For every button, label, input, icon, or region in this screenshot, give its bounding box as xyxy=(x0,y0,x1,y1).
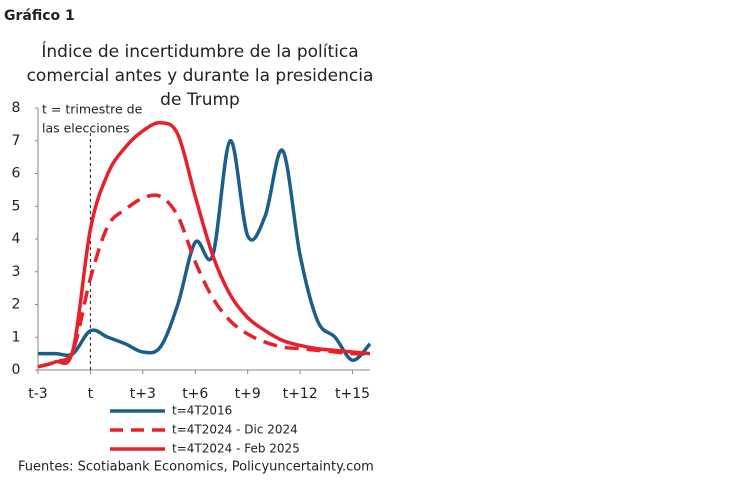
legend-label: t=4T2024 - Dic 2024 xyxy=(172,423,298,437)
y-tick-label: 2 xyxy=(12,297,21,313)
figure-label: Gráfico 1 xyxy=(4,8,75,24)
y-tick-label: 8 xyxy=(12,100,21,116)
source: Fuentes: Scotiabank Economics, Policyunc… xyxy=(18,460,374,475)
series-line xyxy=(37,120,371,369)
y-tick-label: 4 xyxy=(12,231,21,247)
y-tick-label: 5 xyxy=(12,198,21,214)
chart-title: Índice de incertidumbre de la política xyxy=(41,40,358,62)
x-tick-label: t+12 xyxy=(283,386,318,402)
x-tick-label: t+6 xyxy=(182,386,208,402)
y-tick-label: 1 xyxy=(12,329,21,345)
x-tick-label: t+15 xyxy=(335,386,370,402)
x-tick-label: t+9 xyxy=(235,386,261,402)
y-tick-label: 6 xyxy=(12,166,21,182)
x-tick-label: t-3 xyxy=(28,386,47,402)
legend-label: t=4T2024 - Feb 2025 xyxy=(172,442,300,456)
legend-label: t=4T2016 xyxy=(172,404,232,418)
x-tick-label: t xyxy=(88,386,94,402)
annotation: las elecciones xyxy=(42,121,129,136)
y-tick-label: 0 xyxy=(12,362,21,378)
chart-title: comercial antes y durante la presidencia xyxy=(27,66,374,86)
annotation: t = trimestre de xyxy=(42,102,143,117)
y-tick-label: 7 xyxy=(12,133,21,149)
x-tick-label: t+3 xyxy=(130,386,156,402)
y-tick-label: 3 xyxy=(12,264,21,280)
chart-title: de Trump xyxy=(160,90,240,110)
series-line xyxy=(37,193,371,369)
